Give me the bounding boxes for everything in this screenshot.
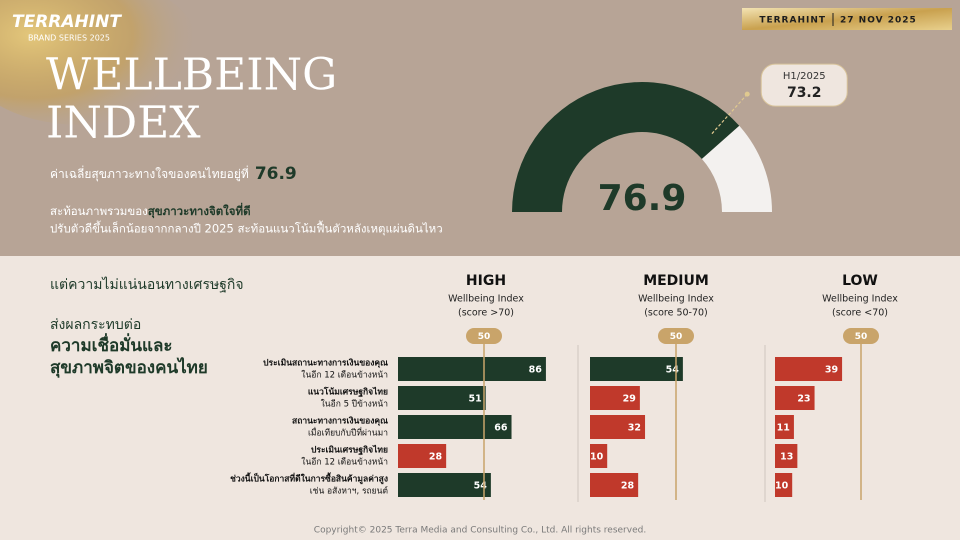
category-label: เมื่อเทียบกับปีที่ผ่านมา xyxy=(308,427,388,439)
column-subtitle: Wellbeing Index xyxy=(448,294,524,305)
title: INDEX xyxy=(46,98,201,149)
category-label: ประเมินสถานะทางการเงินของคุณ xyxy=(263,358,388,369)
category-label: ในอีก 12 เดือนข้างหน้า xyxy=(301,457,388,468)
value-label: 28 xyxy=(621,481,635,492)
bar xyxy=(775,386,815,410)
column-note: (score >70) xyxy=(458,308,514,319)
category-label: สถานะทางการเงินของคุณ xyxy=(292,416,388,427)
desc: ปรับตัวดีขึ้นเล็กน้อยจากกลางปี 2025 สะท้… xyxy=(50,221,443,236)
value-label: 39 xyxy=(825,365,838,376)
bar xyxy=(590,357,683,381)
impact-text: แต่ความไม่แน่นอนทางเศรษฐกิจ xyxy=(50,276,244,293)
reference-badge xyxy=(466,328,502,344)
value-label: 29 xyxy=(623,394,636,405)
category-label: ช่วงนี้เป็นโอกาสที่ดีในการซื้อสินค้ามูลค… xyxy=(230,472,388,485)
category-label: เช่น อสังหาฯ, รถยนต์ xyxy=(310,486,388,497)
impact-text: ส่งผลกระทบต่อ xyxy=(50,317,141,333)
column-note: (score 50-70) xyxy=(644,308,708,319)
gauge-fill xyxy=(512,81,740,212)
bar xyxy=(590,386,640,410)
value-label: 10 xyxy=(590,452,604,463)
date-box xyxy=(742,8,952,30)
reference-label: 50 xyxy=(478,332,491,342)
marker-label: H1/2025 xyxy=(783,71,826,82)
impact-bold: ความเชื่อมั่นและ xyxy=(50,333,173,356)
date-brand: TERRAHINT xyxy=(759,16,826,26)
gauge-value: 76.9 xyxy=(598,178,687,219)
reference-label: 50 xyxy=(670,332,683,342)
brand-sub: BRAND SERIES 2025 xyxy=(28,34,110,43)
bar xyxy=(398,386,486,410)
column-title: LOW xyxy=(842,273,878,289)
bar xyxy=(590,415,646,439)
value-label: 66 xyxy=(494,423,508,434)
value-label: 10 xyxy=(775,481,789,492)
column-title: MEDIUM xyxy=(643,273,709,289)
desc-prefix: สะท้อนภาพรวมของ xyxy=(50,204,148,218)
gauge-track xyxy=(701,125,772,212)
bar xyxy=(775,444,798,468)
marker-line xyxy=(711,93,748,135)
bar xyxy=(775,473,793,497)
date: 27 NOV 2025 xyxy=(840,16,917,26)
category-label: ในอีก 12 เดือนข้างหน้า xyxy=(301,370,388,381)
bar xyxy=(398,415,512,439)
marker-value: 73.2 xyxy=(787,85,822,101)
value-label: 28 xyxy=(429,452,443,463)
avg-text: ค่าเฉลี่ยสุขภาวะทางใจของคนไทยอยู่ที่ 76.9 xyxy=(50,164,297,184)
value-label: 11 xyxy=(777,423,790,434)
desc-bold: สุขภาวะทางจิตใจที่ดี xyxy=(148,202,251,219)
title: WELLBEING xyxy=(46,50,337,101)
category-label: แนวโน้มเศรษฐกิจไทย xyxy=(308,387,388,398)
category-label: ในอีก 5 ปีข้างหน้า xyxy=(321,399,388,410)
bar xyxy=(775,357,843,381)
value-label: 54 xyxy=(474,481,488,492)
value-label: 13 xyxy=(780,452,793,463)
value-label: 23 xyxy=(797,394,810,405)
value-label: 32 xyxy=(628,423,641,434)
reference-badge xyxy=(658,328,694,344)
bar xyxy=(398,473,491,497)
column-title: HIGH xyxy=(466,273,506,289)
value-label: 86 xyxy=(529,365,543,376)
avg-value: 76.9 xyxy=(255,164,297,184)
brand: TERRAHINT xyxy=(12,12,122,32)
desc: สะท้อนภาพรวมของสุขภาวะทางจิตใจที่ดี xyxy=(50,202,251,219)
bar xyxy=(398,357,546,381)
bar xyxy=(590,444,608,468)
column-subtitle: Wellbeing Index xyxy=(822,294,898,305)
reference-badge xyxy=(843,328,879,344)
column-subtitle: Wellbeing Index xyxy=(638,294,714,305)
bar xyxy=(398,444,447,468)
gold-brush xyxy=(0,0,200,125)
value-label: 51 xyxy=(468,394,481,405)
marker-dot xyxy=(744,91,750,97)
impact-bold: สุขภาพจิตของคนไทย xyxy=(50,357,208,378)
avg-label: ค่าเฉลี่ยสุขภาวะทางใจของคนไทยอยู่ที่ xyxy=(50,165,249,182)
category-label: ประเมินเศรษฐกิจไทย xyxy=(311,445,388,456)
reference-label: 50 xyxy=(855,332,868,342)
bar xyxy=(775,415,794,439)
bar xyxy=(590,473,639,497)
marker-box xyxy=(760,63,848,107)
column-note: (score <70) xyxy=(832,308,888,319)
footer: Copyright© 2025 Terra Media and Consulti… xyxy=(314,526,646,536)
value-label: 54 xyxy=(666,365,680,376)
